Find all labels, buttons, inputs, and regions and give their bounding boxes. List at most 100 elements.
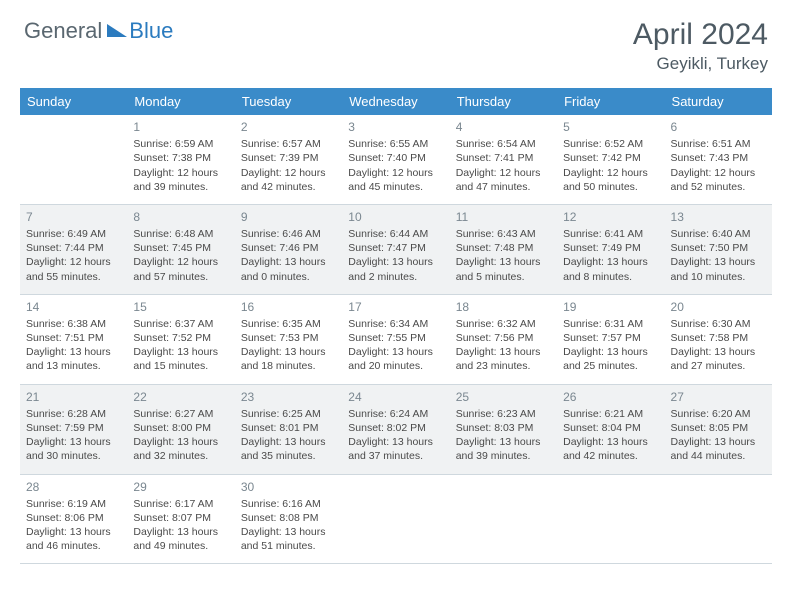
sunrise-line: Sunrise: 6:28 AM xyxy=(26,407,121,421)
sunrise-line: Sunrise: 6:37 AM xyxy=(133,317,228,331)
daylight-line: Daylight: 13 hours and 10 minutes. xyxy=(671,255,766,283)
daylight-line: Daylight: 13 hours and 51 minutes. xyxy=(241,525,336,553)
calendar-row: 28Sunrise: 6:19 AMSunset: 8:06 PMDayligh… xyxy=(20,474,772,564)
day-header: Friday xyxy=(557,88,664,115)
sunrise-line: Sunrise: 6:20 AM xyxy=(671,407,766,421)
sunrise-line: Sunrise: 6:57 AM xyxy=(241,137,336,151)
sunrise-line: Sunrise: 6:32 AM xyxy=(456,317,551,331)
daylight-line: Daylight: 13 hours and 30 minutes. xyxy=(26,435,121,463)
sunrise-line: Sunrise: 6:59 AM xyxy=(133,137,228,151)
day-number: 19 xyxy=(563,299,658,315)
sunrise-line: Sunrise: 6:34 AM xyxy=(348,317,443,331)
calendar-cell-empty xyxy=(342,474,449,564)
calendar-cell: 24Sunrise: 6:24 AMSunset: 8:02 PMDayligh… xyxy=(342,384,449,474)
calendar-cell: 8Sunrise: 6:48 AMSunset: 7:45 PMDaylight… xyxy=(127,204,234,294)
sunset-line: Sunset: 8:01 PM xyxy=(241,421,336,435)
daylight-line: Daylight: 12 hours and 45 minutes. xyxy=(348,166,443,194)
sunrise-line: Sunrise: 6:49 AM xyxy=(26,227,121,241)
calendar-row: 1Sunrise: 6:59 AMSunset: 7:38 PMDaylight… xyxy=(20,115,772,204)
calendar-cell: 28Sunrise: 6:19 AMSunset: 8:06 PMDayligh… xyxy=(20,474,127,564)
month-title: April 2024 xyxy=(633,18,768,52)
day-number: 3 xyxy=(348,119,443,135)
daylight-line: Daylight: 12 hours and 55 minutes. xyxy=(26,255,121,283)
day-number: 24 xyxy=(348,389,443,405)
day-number: 27 xyxy=(671,389,766,405)
daylight-line: Daylight: 13 hours and 2 minutes. xyxy=(348,255,443,283)
sunrise-line: Sunrise: 6:35 AM xyxy=(241,317,336,331)
daylight-line: Daylight: 13 hours and 20 minutes. xyxy=(348,345,443,373)
calendar-head: SundayMondayTuesdayWednesdayThursdayFrid… xyxy=(20,88,772,115)
day-number: 23 xyxy=(241,389,336,405)
logo-text-blue: Blue xyxy=(129,18,173,44)
daylight-line: Daylight: 13 hours and 18 minutes. xyxy=(241,345,336,373)
day-number: 11 xyxy=(456,209,551,225)
daylight-line: Daylight: 13 hours and 49 minutes. xyxy=(133,525,228,553)
daylight-line: Daylight: 13 hours and 39 minutes. xyxy=(456,435,551,463)
logo-triangle-icon xyxy=(107,21,127,42)
sunset-line: Sunset: 8:03 PM xyxy=(456,421,551,435)
day-number: 21 xyxy=(26,389,121,405)
sunset-line: Sunset: 7:43 PM xyxy=(671,151,766,165)
calendar-cell: 20Sunrise: 6:30 AMSunset: 7:58 PMDayligh… xyxy=(665,294,772,384)
calendar-cell: 6Sunrise: 6:51 AMSunset: 7:43 PMDaylight… xyxy=(665,115,772,204)
sunset-line: Sunset: 7:48 PM xyxy=(456,241,551,255)
daylight-line: Daylight: 13 hours and 8 minutes. xyxy=(563,255,658,283)
calendar-row: 21Sunrise: 6:28 AMSunset: 7:59 PMDayligh… xyxy=(20,384,772,474)
day-header: Thursday xyxy=(450,88,557,115)
calendar-cell: 30Sunrise: 6:16 AMSunset: 8:08 PMDayligh… xyxy=(235,474,342,564)
sunrise-line: Sunrise: 6:27 AM xyxy=(133,407,228,421)
day-number: 22 xyxy=(133,389,228,405)
daylight-line: Daylight: 13 hours and 46 minutes. xyxy=(26,525,121,553)
calendar-cell: 17Sunrise: 6:34 AMSunset: 7:55 PMDayligh… xyxy=(342,294,449,384)
calendar-body: 1Sunrise: 6:59 AMSunset: 7:38 PMDaylight… xyxy=(20,115,772,564)
day-number: 25 xyxy=(456,389,551,405)
sunset-line: Sunset: 7:45 PM xyxy=(133,241,228,255)
sunrise-line: Sunrise: 6:48 AM xyxy=(133,227,228,241)
daylight-line: Daylight: 13 hours and 5 minutes. xyxy=(456,255,551,283)
daylight-line: Daylight: 12 hours and 47 minutes. xyxy=(456,166,551,194)
day-number: 8 xyxy=(133,209,228,225)
sunset-line: Sunset: 7:51 PM xyxy=(26,331,121,345)
day-number: 12 xyxy=(563,209,658,225)
day-number: 16 xyxy=(241,299,336,315)
day-number: 1 xyxy=(133,119,228,135)
sunrise-line: Sunrise: 6:41 AM xyxy=(563,227,658,241)
sunrise-line: Sunrise: 6:40 AM xyxy=(671,227,766,241)
day-number: 28 xyxy=(26,479,121,495)
sunrise-line: Sunrise: 6:21 AM xyxy=(563,407,658,421)
calendar-cell: 3Sunrise: 6:55 AMSunset: 7:40 PMDaylight… xyxy=(342,115,449,204)
calendar-cell: 14Sunrise: 6:38 AMSunset: 7:51 PMDayligh… xyxy=(20,294,127,384)
calendar-cell: 15Sunrise: 6:37 AMSunset: 7:52 PMDayligh… xyxy=(127,294,234,384)
day-number: 10 xyxy=(348,209,443,225)
sunrise-line: Sunrise: 6:30 AM xyxy=(671,317,766,331)
sunrise-line: Sunrise: 6:43 AM xyxy=(456,227,551,241)
calendar-cell: 1Sunrise: 6:59 AMSunset: 7:38 PMDaylight… xyxy=(127,115,234,204)
daylight-line: Daylight: 13 hours and 15 minutes. xyxy=(133,345,228,373)
sunset-line: Sunset: 8:08 PM xyxy=(241,511,336,525)
daylight-line: Daylight: 13 hours and 37 minutes. xyxy=(348,435,443,463)
calendar-cell: 23Sunrise: 6:25 AMSunset: 8:01 PMDayligh… xyxy=(235,384,342,474)
logo: General Blue xyxy=(24,18,173,44)
sunset-line: Sunset: 7:44 PM xyxy=(26,241,121,255)
daylight-line: Daylight: 13 hours and 25 minutes. xyxy=(563,345,658,373)
logo-text-general: General xyxy=(24,18,102,44)
day-number: 14 xyxy=(26,299,121,315)
day-header: Sunday xyxy=(20,88,127,115)
day-number: 18 xyxy=(456,299,551,315)
sunrise-line: Sunrise: 6:25 AM xyxy=(241,407,336,421)
calendar-cell: 18Sunrise: 6:32 AMSunset: 7:56 PMDayligh… xyxy=(450,294,557,384)
daylight-line: Daylight: 12 hours and 50 minutes. xyxy=(563,166,658,194)
daylight-line: Daylight: 12 hours and 39 minutes. xyxy=(133,166,228,194)
sunset-line: Sunset: 8:07 PM xyxy=(133,511,228,525)
day-number: 17 xyxy=(348,299,443,315)
calendar-cell-empty xyxy=(665,474,772,564)
location-label: Geyikli, Turkey xyxy=(633,54,768,74)
daylight-line: Daylight: 13 hours and 32 minutes. xyxy=(133,435,228,463)
sunset-line: Sunset: 7:41 PM xyxy=(456,151,551,165)
calendar-cell: 22Sunrise: 6:27 AMSunset: 8:00 PMDayligh… xyxy=(127,384,234,474)
calendar-cell-empty xyxy=(450,474,557,564)
calendar-row: 7Sunrise: 6:49 AMSunset: 7:44 PMDaylight… xyxy=(20,204,772,294)
calendar-cell: 21Sunrise: 6:28 AMSunset: 7:59 PMDayligh… xyxy=(20,384,127,474)
calendar-cell: 2Sunrise: 6:57 AMSunset: 7:39 PMDaylight… xyxy=(235,115,342,204)
page-header: General Blue April 2024 Geyikli, Turkey xyxy=(0,0,792,82)
